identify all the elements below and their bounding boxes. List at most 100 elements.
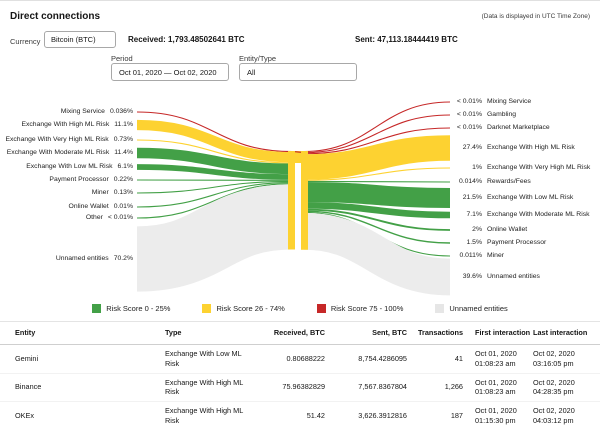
sankey-flow-out[interactable]	[303, 101, 451, 153]
entity-cell[interactable]: OKEx	[15, 411, 35, 421]
timezone-note: (Data is displayed in UTC Time Zone)	[481, 13, 590, 20]
sankey-flow-in[interactable]	[136, 111, 293, 153]
sankey-flow-out[interactable]	[303, 135, 451, 180]
column-header: First interaction	[475, 328, 531, 337]
sankey-flow-in[interactable]	[136, 139, 293, 164]
sankey-flow-out[interactable]	[303, 114, 451, 154]
flow-percent: 0.011%	[459, 251, 482, 259]
flow-percent: < 0.01%	[456, 97, 482, 105]
sankey-bridge	[295, 151, 301, 163]
legend-swatch	[435, 304, 445, 313]
table-row[interactable]: Gemini Exchange With Low ML Risk 0.8068822…	[0, 345, 600, 374]
flow-label: Exchange With Moderate ML Risk	[487, 210, 590, 218]
table-row[interactable]: Binance Exchange With High ML Risk 75.9638…	[0, 374, 600, 403]
sankey-flow-out[interactable]	[303, 210, 451, 244]
table-row[interactable]: OKEx Exchange With High ML Risk 51.42 3,626…	[0, 402, 600, 427]
table-header-row: Entity Type Received, BTC Sent, BTC Transact…	[0, 321, 600, 345]
flow-label: Exchange With High ML Risk	[21, 120, 110, 128]
legend-swatch	[316, 304, 326, 313]
entity-type-label: Entity/Type	[239, 54, 277, 63]
flow-percent: 1%	[472, 163, 482, 171]
column-header: Last interaction	[533, 328, 588, 337]
sankey-flow-in[interactable]	[135, 184, 294, 292]
flow-percent: 0.13%	[113, 188, 133, 196]
legend-label: Risk Score 26 - 74%	[216, 304, 285, 313]
column-header: Transactions	[417, 328, 463, 337]
flow-percent: 0.73%	[113, 135, 133, 143]
flow-label: Exchange With Moderate ML Risk	[6, 148, 110, 156]
received-cell: 51.42	[306, 411, 325, 421]
sankey-flow-out[interactable]	[303, 181, 451, 208]
flow-percent: 11.4%	[114, 148, 133, 156]
flow-label: Online Wallet	[487, 225, 528, 233]
entity-cell[interactable]: Binance	[15, 382, 42, 392]
sankey-flow-in[interactable]	[136, 181, 293, 208]
sankey-left-label: Payment Processor 0.22%	[49, 176, 133, 183]
sankey-right-label: < 0.01% Mixing Service	[430, 98, 531, 105]
flow-label: Payment Processor	[487, 238, 547, 246]
entity-type-input[interactable]: All	[239, 63, 357, 81]
flow-percent: 1.5%	[466, 238, 483, 246]
legend-swatch	[92, 304, 102, 313]
sankey-flow-in[interactable]	[136, 180, 293, 194]
flow-label: Darknet Marketplace	[487, 123, 550, 131]
transactions-cell: 1,266	[444, 382, 463, 392]
flow-label: Payment Processor	[49, 175, 109, 183]
entity-cell[interactable]: Gemini	[15, 353, 39, 363]
column-header: Type	[165, 328, 182, 337]
flow-label: Mixing Service	[60, 107, 105, 115]
sankey-left-label: Exchange With High ML Risk 11.1%	[21, 121, 133, 128]
sankey-flow-out[interactable]	[303, 180, 451, 183]
sankey-flow-in[interactable]	[136, 164, 293, 180]
sankey-flow-out[interactable]	[303, 167, 451, 181]
sent-cell: 8,754.4286095	[358, 353, 407, 363]
flow-label: Gambling	[487, 110, 517, 118]
legend-item: Risk Score 75 - 100%	[316, 304, 403, 313]
flow-percent: 0.014%	[458, 177, 482, 185]
flow-percent: < 0.01%	[456, 123, 482, 131]
received-cell: 75.96382829	[282, 382, 325, 392]
flow-percent: 0.036%	[109, 107, 133, 115]
period-input[interactable]: Oct 01, 2020 — Oct 02, 2020	[111, 63, 229, 81]
sankey-flow-in[interactable]	[136, 119, 293, 163]
sankey-left-label: Other < 0.01%	[86, 214, 133, 221]
currency-label: Currency	[10, 37, 41, 46]
sankey-left-label: Unnamed entities 70.2%	[56, 255, 133, 262]
type-cell: Exchange With Low ML Risk	[165, 348, 242, 368]
sankey-flow-in[interactable]	[136, 183, 293, 219]
sankey-node-out[interactable]	[301, 151, 308, 250]
sent-total: Sent: 47,113.18444419 BTC	[355, 35, 458, 44]
flow-label: Miner	[91, 188, 109, 196]
sankey-right-label: 39.6% Unnamed entities	[430, 273, 540, 280]
sankey-left-label: Mixing Service 0.036%	[61, 108, 133, 115]
sankey-right-label: 1% Exchange With Very High ML Risk	[430, 164, 590, 171]
type-cell: Exchange With High ML Risk	[165, 377, 244, 397]
legend-label: Risk Score 0 - 25%	[106, 304, 171, 313]
sankey-flow-out[interactable]	[303, 208, 451, 231]
first-interaction-cell: Oct 01, 2020 01:08:23 am	[475, 377, 517, 397]
flow-label: Unnamed entities	[55, 254, 109, 262]
sankey-flow-out[interactable]	[303, 127, 451, 155]
transactions-cell: 41	[454, 353, 463, 363]
sankey-node-in[interactable]	[288, 151, 295, 250]
sankey-flow-out[interactable]	[303, 212, 451, 296]
sankey-flow-in[interactable]	[136, 147, 293, 175]
sent-cell: 7,567.8367804	[358, 382, 407, 392]
flow-percent: < 0.01%	[107, 213, 133, 221]
page-title: Direct connections	[10, 11, 101, 22]
flow-label: Mixing Service	[487, 97, 532, 105]
transactions-cell: 187	[450, 411, 463, 421]
legend-item: Risk Score 0 - 25%	[92, 304, 170, 313]
sankey-right-label: 21.5% Exchange With Low ML Risk	[430, 194, 574, 201]
first-interaction-cell: Oct 01, 2020 01:08:23 am	[475, 348, 517, 368]
flow-label: Exchange With Very High ML Risk	[487, 163, 591, 171]
flow-percent: 27.4%	[462, 143, 482, 151]
flow-label: Rewards/Fees	[487, 177, 531, 185]
legend-item: Unnamed entities	[435, 304, 508, 313]
currency-select[interactable]: Bitcoin (BTC)	[44, 31, 116, 48]
sankey-flow-out[interactable]	[303, 201, 451, 219]
flow-label: Exchange With High ML Risk	[487, 143, 575, 151]
sankey-right-label: 7.1% Exchange With Moderate ML Risk	[430, 211, 590, 218]
